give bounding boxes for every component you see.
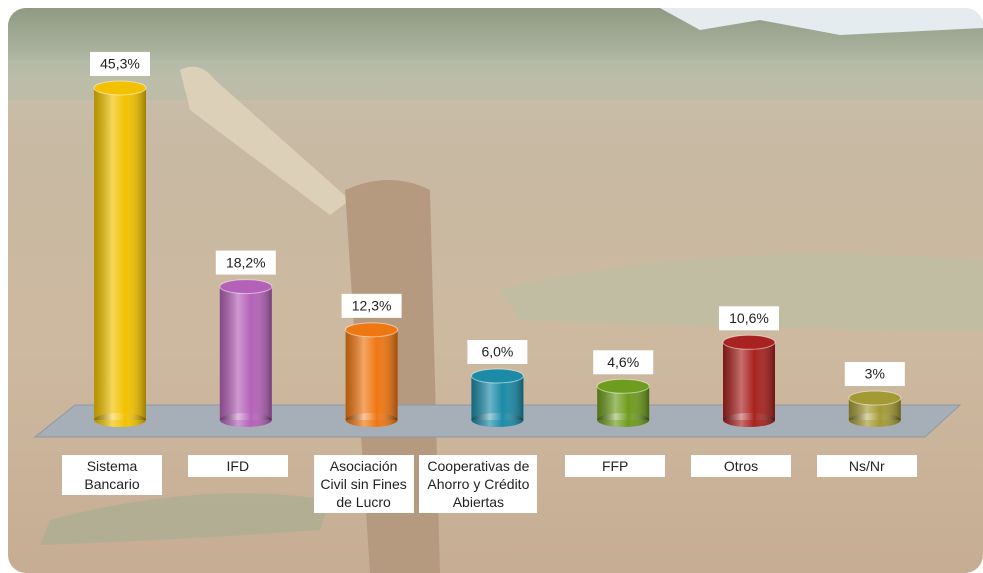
bar-shade — [597, 413, 650, 427]
value-label: 45,3% — [100, 56, 140, 72]
value-label-box — [844, 362, 905, 387]
bar-shade — [345, 413, 398, 427]
bar-shade — [723, 342, 775, 420]
x-tick-label: Asociación Civil sin Fines de Lucro — [313, 455, 414, 513]
bar-top — [219, 279, 273, 295]
value-label: 6,0% — [481, 344, 513, 360]
bar-shade — [471, 413, 524, 427]
x-tick-label: Sistema Bancario — [62, 455, 162, 495]
bar-top — [345, 322, 399, 338]
x-tick-label: FFP — [565, 455, 666, 477]
bar-shade — [345, 329, 398, 420]
value-label-box — [90, 51, 150, 76]
value-label: 10,6% — [729, 310, 769, 326]
value-label: 18,2% — [226, 254, 266, 270]
bar-top — [596, 378, 650, 394]
bar-shade — [219, 286, 272, 420]
value-label-box — [719, 306, 779, 331]
value-label-box — [593, 350, 654, 375]
value-label: 3% — [865, 366, 885, 382]
x-tick-label: Ns/Nr — [816, 455, 917, 477]
bar-shade — [219, 413, 272, 427]
bar-shade — [94, 413, 146, 427]
value-label-box — [467, 340, 528, 365]
bar-shade — [94, 87, 146, 421]
value-label-box — [341, 293, 402, 318]
bar-shade — [723, 413, 775, 427]
x-tick-label: Otros — [691, 455, 791, 477]
bar-shade — [848, 413, 901, 427]
bar-top — [848, 390, 902, 406]
bar-top — [93, 80, 147, 96]
bar-top — [470, 368, 524, 384]
value-label-box — [215, 250, 276, 275]
x-tick-label: Cooperativas de Ahorro y Crédito Abierta… — [419, 455, 538, 513]
value-label: 4,6% — [607, 354, 639, 370]
x-tick-label: IFD — [187, 455, 288, 477]
value-label: 12,3% — [352, 298, 392, 314]
bar-top — [722, 334, 776, 350]
